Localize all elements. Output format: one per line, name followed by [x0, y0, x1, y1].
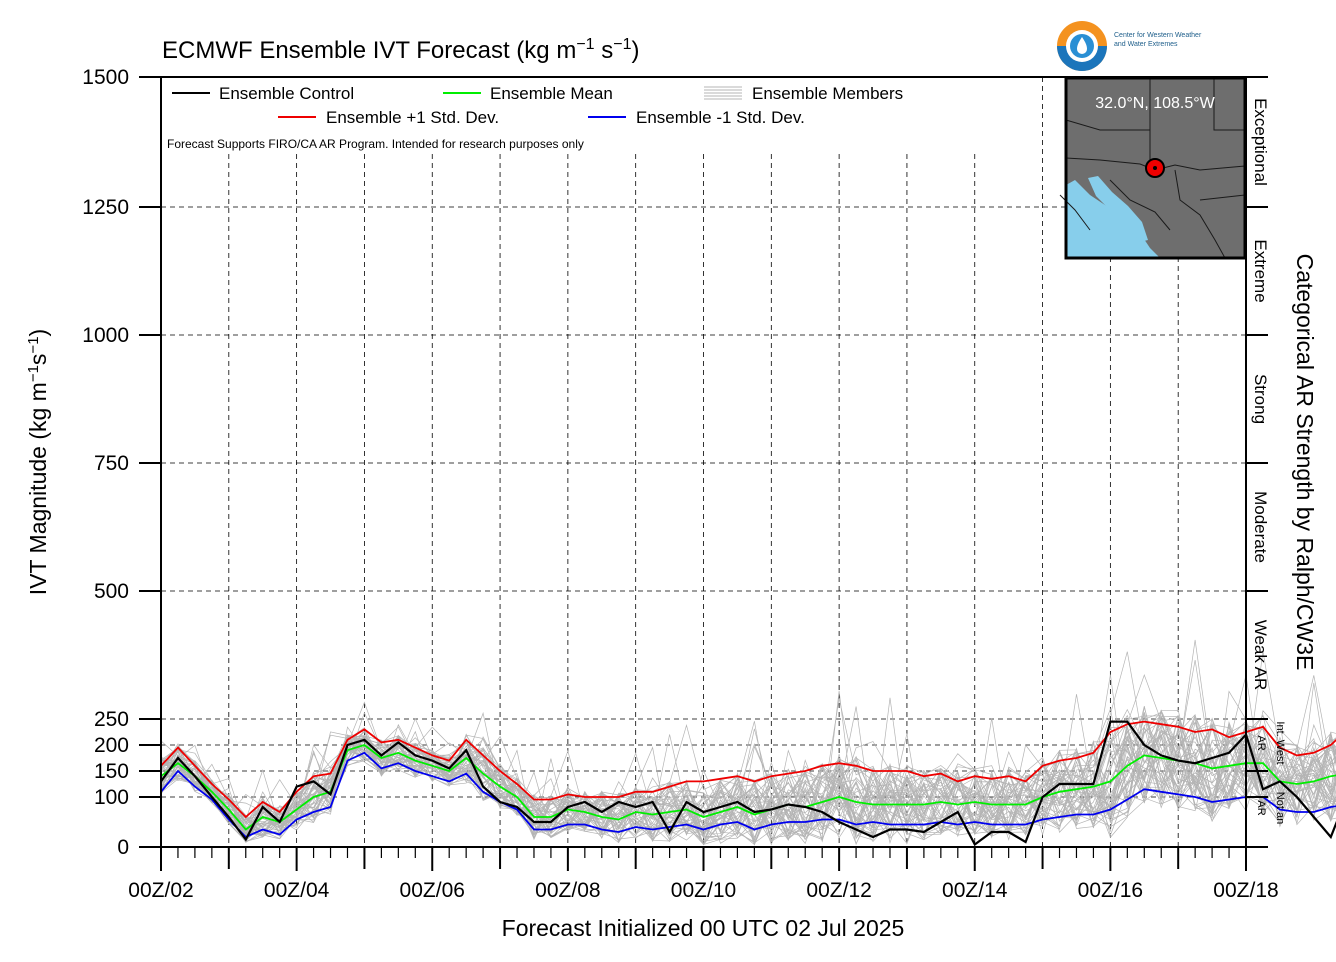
ensemble-member-line	[160, 659, 1336, 844]
ensemble-member-line	[160, 725, 1336, 842]
legend-control-label: Ensemble Control	[219, 84, 354, 103]
x-tick-label: 00Z/06	[400, 879, 465, 902]
location-marker-center	[1153, 166, 1157, 170]
series-ensemble-1-std-dev-	[160, 720, 1336, 819]
x-tick-label: 00Z/12	[806, 879, 871, 902]
x-tick-label: 00Z/02	[128, 879, 193, 902]
map-water	[1066, 180, 1160, 258]
y-tick-label: 100	[94, 786, 129, 809]
legend-members-label: Ensemble Members	[752, 84, 903, 103]
y-tick-label: 1000	[82, 324, 129, 347]
logo-line-2: and Water Extremes	[1114, 41, 1178, 48]
y-tick-label: 1250	[82, 196, 129, 219]
ensemble-member-line	[160, 720, 1336, 846]
x-axis-label: Forecast Initialized 00 UTC 02 Jul 2025	[502, 915, 905, 941]
ensemble-member-line	[160, 651, 1336, 844]
legend-minus1-label: Ensemble -1 Std. Dev.	[636, 108, 805, 127]
series-lines	[160, 720, 1336, 847]
x-tick-label: 00Z/08	[535, 879, 600, 902]
category-label-int-west_1: Int. West	[1274, 721, 1286, 764]
category-label-moderate: Moderate	[1251, 491, 1270, 563]
x-tick-label: 00Z/14	[942, 879, 1008, 902]
map-inset: 32.0°N, 108.5°W	[1059, 76, 1247, 260]
legend-mean-label: Ensemble Mean	[490, 84, 613, 103]
category-label-strong: Strong	[1251, 374, 1270, 424]
legend-members-swatch	[704, 86, 742, 100]
ensemble-members	[160, 639, 1336, 846]
cw3e-logo: Center for Western Weather and Water Ext…	[1056, 18, 1256, 74]
y-tick-label: 1500	[82, 66, 129, 89]
series-ensemble-control	[160, 720, 1336, 847]
ensemble-member-line	[160, 722, 1336, 842]
category-label-extreme: Extreme	[1251, 239, 1270, 302]
legend: Ensemble Control Ensemble Mean Ensemble …	[167, 84, 903, 151]
y-tick-label: 250	[94, 708, 129, 731]
logo-text: Center for Western Weather and Water Ext…	[1114, 31, 1201, 49]
y-tick-label: 0	[117, 836, 129, 859]
category-label-not-ar_1: Not an	[1274, 792, 1286, 824]
y-axis-ticks: 0 100 150 200 250 500 750 1000 1250 1500	[82, 66, 161, 859]
ensemble-member-line	[160, 651, 1336, 837]
map-location-label: 32.0°N, 108.5°W	[1095, 95, 1215, 112]
map-frame	[1064, 76, 1247, 260]
x-axis-ticks: 00Z/02 00Z/04 00Z/06 00Z/08 00Z/10 00Z/12 00Z/…	[128, 847, 1279, 902]
category-label-exceptional: Exceptional	[1251, 98, 1270, 186]
cw3e-logo-icon	[1057, 21, 1107, 71]
category-label-not-ar_2: AR	[1255, 800, 1267, 815]
ensemble-member-line	[160, 729, 1336, 846]
ensemble-member-line	[160, 709, 1336, 839]
x-tick-label: 00Z/04	[264, 879, 330, 902]
right-axis-label: Categorical AR Strength by Ralph/CW3E	[1292, 254, 1318, 671]
y-tick-label: 750	[94, 452, 129, 475]
plot-frame	[160, 76, 1247, 848]
y-tick-label: 200	[94, 734, 129, 757]
y-axis-label: IVT Magnitude (kg m−1s−1)	[25, 329, 51, 595]
map-gulf	[1088, 176, 1148, 242]
series-ensemble-1-std-dev-	[160, 751, 1336, 839]
ensemble-member-line	[160, 725, 1336, 840]
legend-plus1-label: Ensemble +1 Std. Dev.	[326, 108, 499, 127]
x-tick-label: 00Z/16	[1078, 879, 1143, 902]
x-tick-label: 00Z/18	[1213, 879, 1278, 902]
series-ensemble-mean	[160, 744, 1336, 831]
research-note: Forecast Supports FIRO/CA AR Program. In…	[167, 137, 584, 151]
category-axis: Exceptional Extreme Strong Moderate Weak AR I…	[1246, 76, 1286, 848]
x-tick-label: 00Z/10	[671, 879, 736, 902]
chart-title: ECMWF Ensemble IVT Forecast (kg m−1 s−1)	[162, 36, 639, 64]
logo-line-1: Center for Western Weather	[1114, 32, 1202, 39]
category-label-weak: Weak AR	[1251, 620, 1270, 691]
y-tick-label: 150	[94, 760, 129, 783]
y-tick-label: 500	[94, 580, 129, 603]
category-label-int-west_2: AR	[1255, 735, 1267, 750]
